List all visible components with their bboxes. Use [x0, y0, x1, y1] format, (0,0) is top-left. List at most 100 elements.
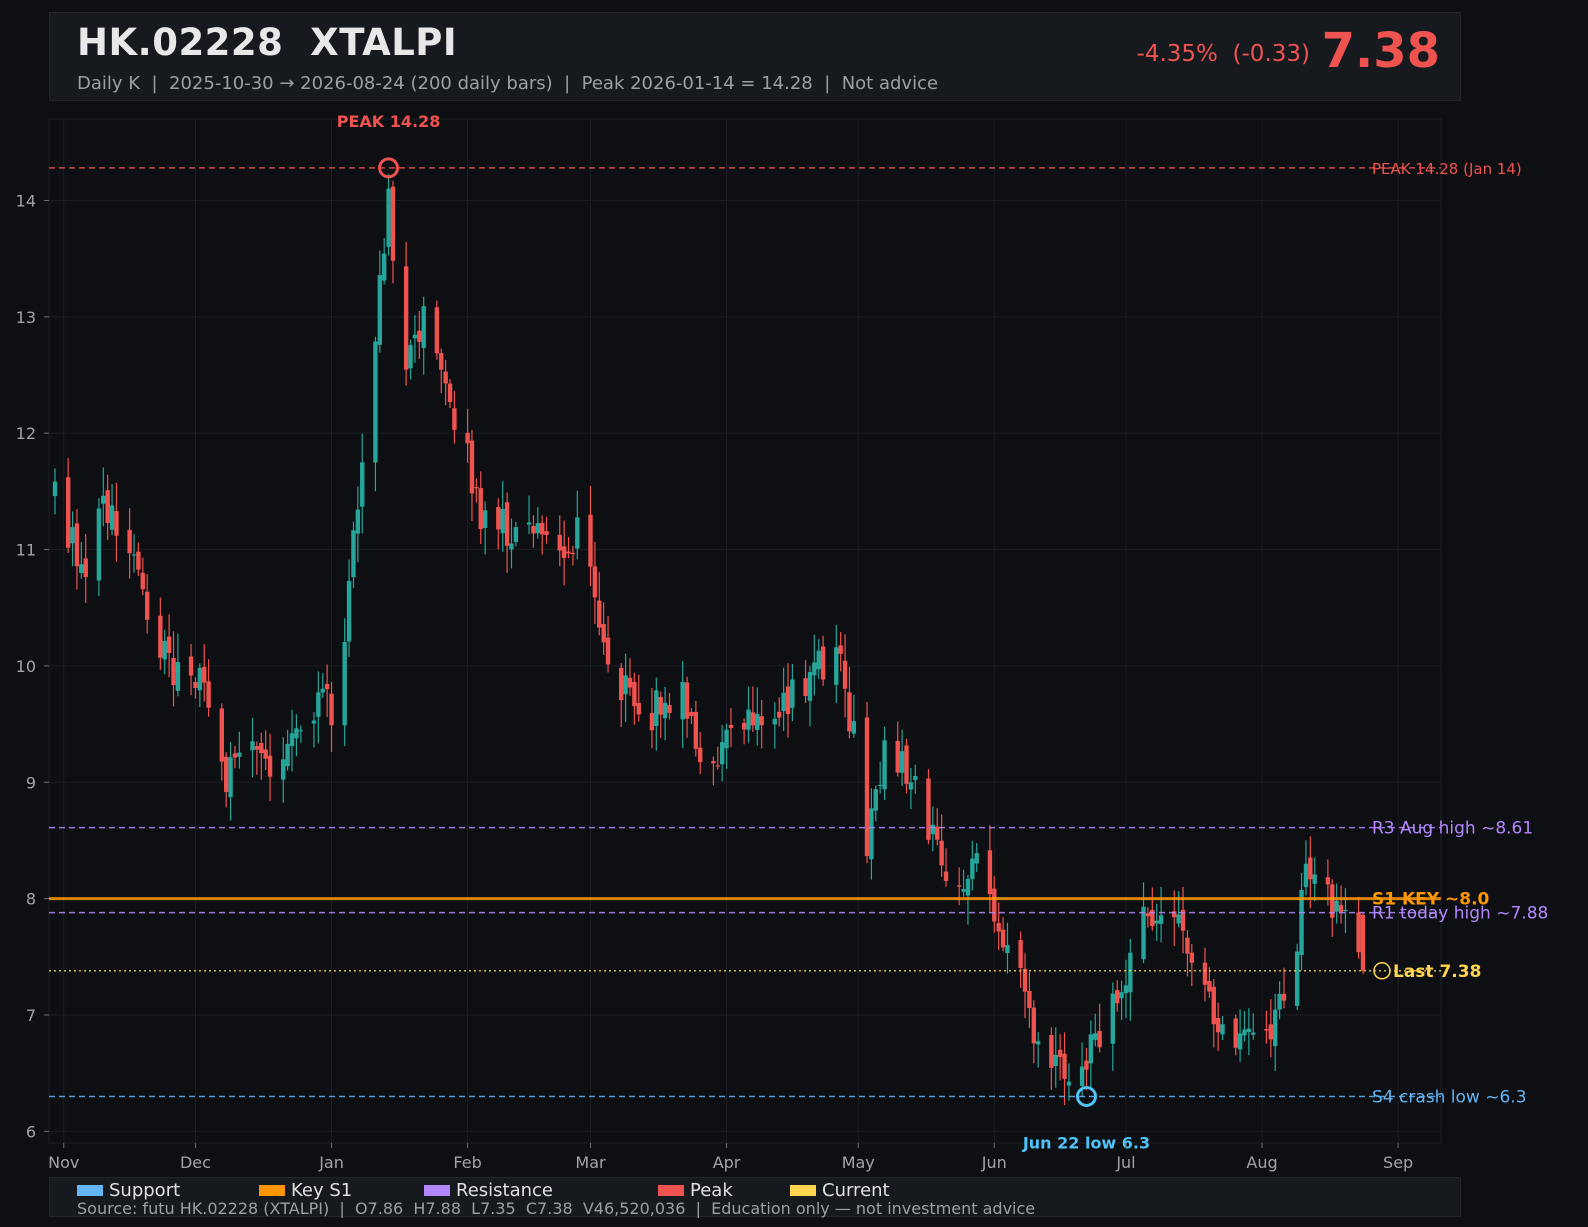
legend-swatch [790, 1185, 816, 1196]
last-price: 7.38 [1321, 23, 1440, 79]
candle-body [131, 554, 137, 556]
x-tick-label: Jan [318, 1153, 344, 1172]
candle-body [1277, 993, 1282, 1010]
candle-body [557, 534, 562, 551]
candle-body [987, 850, 993, 895]
candle-body [158, 615, 163, 658]
candle-body [882, 740, 887, 790]
level-label: R1 today high ~7.88 [1372, 904, 1548, 924]
candle-body [496, 507, 501, 530]
candle-body [838, 645, 843, 654]
candle-body [992, 888, 997, 922]
candle-body [206, 681, 211, 708]
candle-body [1062, 1053, 1067, 1079]
candle-body [1251, 1032, 1256, 1035]
candle-body [803, 678, 808, 697]
candle-body [943, 871, 949, 881]
candle-body [1338, 905, 1344, 912]
candle-body [1018, 940, 1023, 968]
candle-body [627, 677, 633, 688]
candle-body [750, 712, 756, 726]
candle-body [913, 775, 918, 781]
candle-body [360, 462, 365, 507]
level-label: S4 crash low ~6.3 [1372, 1087, 1527, 1107]
candle-body [412, 334, 418, 339]
candle-body [904, 745, 909, 784]
candle-body [807, 672, 813, 701]
candle-body [114, 511, 119, 536]
candle-body [373, 341, 378, 463]
candle-body [52, 481, 58, 497]
candle-body [443, 371, 448, 384]
candle-body [908, 782, 914, 790]
candle-body [465, 432, 470, 444]
candle-body [355, 509, 361, 534]
candle-body [724, 729, 729, 749]
annotation-marker [1075, 1085, 1097, 1107]
candle-body [601, 624, 606, 643]
legend-item: Key S1 [259, 1180, 352, 1201]
candle-body [1057, 1049, 1063, 1058]
candle-body [1176, 914, 1181, 924]
plot-area [48, 118, 1442, 1144]
x-tick-label: Jul [1115, 1153, 1135, 1172]
ticker-title: HK.02228 XTALPI [77, 21, 458, 64]
legend-label: Peak [690, 1180, 733, 1201]
x-tick-label: Jun [981, 1153, 1007, 1172]
candle-body [654, 690, 659, 727]
y-tick-label: 14 [16, 191, 36, 210]
candle-body [785, 686, 791, 714]
candle-body [294, 728, 299, 739]
candle-body [250, 741, 255, 751]
candle-body [561, 546, 567, 558]
y-tick-label: 6 [26, 1122, 36, 1141]
candle-body [970, 858, 975, 880]
candle-body [974, 853, 979, 864]
candle-body [96, 508, 102, 581]
x-tick-label: Mar [575, 1153, 606, 1172]
y-tick-label: 11 [16, 541, 36, 560]
legend-swatch [424, 1185, 450, 1196]
candle-body [1093, 1033, 1098, 1040]
candle-body [1022, 968, 1028, 992]
candle-body [1000, 929, 1006, 948]
candle-body [899, 751, 905, 773]
candle-body [926, 778, 931, 840]
candle-body [408, 344, 413, 369]
candle-body [873, 789, 878, 811]
candle-body [447, 383, 453, 402]
candles [52, 174, 1366, 1106]
candle-body [1189, 952, 1195, 963]
candle-body [1185, 937, 1190, 954]
candle-body [820, 646, 826, 680]
candle-body [1312, 874, 1317, 884]
candle-body [223, 756, 229, 792]
y-tick-label: 13 [16, 308, 36, 327]
candle-body [623, 675, 628, 695]
candle-body [649, 712, 655, 731]
y-tick-label: 9 [26, 773, 36, 792]
level-label: R3 Aug high ~8.61 [1372, 819, 1533, 839]
candle-body [781, 692, 786, 712]
candle-body [1079, 1066, 1085, 1086]
legend-swatch [77, 1185, 103, 1196]
candle-body [70, 527, 75, 544]
candle-body [1268, 1024, 1274, 1040]
legend-bar: Support Key S1 Resistance Peak Current S… [49, 1177, 1461, 1218]
candle-body [526, 522, 532, 525]
candle-body [1145, 913, 1151, 917]
x-tick-label: Aug [1246, 1153, 1277, 1172]
candle-body [1088, 1034, 1094, 1064]
y-tick-label: 8 [26, 890, 36, 909]
candle-body [816, 650, 821, 670]
candle-body [1097, 1030, 1102, 1048]
candle-body [1360, 914, 1366, 971]
candle-body [469, 440, 475, 494]
candle-body [513, 527, 519, 543]
candle-body [1150, 909, 1155, 927]
candle-body [1343, 909, 1348, 912]
candle-body [1202, 962, 1208, 985]
legend-label: Current [822, 1180, 890, 1201]
candle-body [1294, 951, 1300, 1006]
candle-body [1220, 1024, 1225, 1035]
